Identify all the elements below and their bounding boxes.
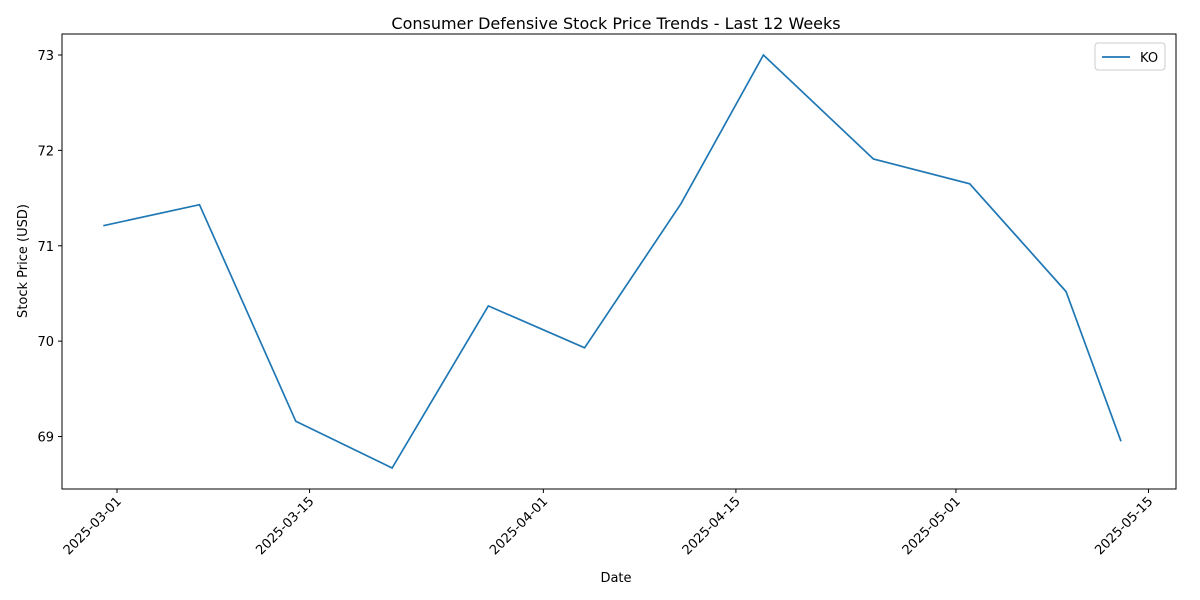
y-tick-label: 71: [37, 240, 54, 255]
x-tick-label: 2025-03-01: [61, 494, 125, 558]
y-tick-label: 69: [37, 431, 54, 446]
legend-label-ko: KO: [1140, 51, 1158, 66]
x-tick-label: 2025-04-01: [487, 494, 551, 558]
plot-area: [61, 33, 1177, 490]
y-tick-label: 70: [37, 335, 54, 350]
x-tick-label: 2025-04-15: [680, 494, 744, 558]
x-tick-label: 2025-05-01: [900, 494, 964, 558]
x-tick-label: 2025-03-15: [253, 494, 317, 558]
y-tick-label: 72: [37, 144, 54, 159]
y-axis-label: Stock Price (USD): [16, 204, 31, 318]
x-tick-label: 2025-05-15: [1092, 494, 1156, 558]
x-axis-label: Date: [600, 571, 631, 586]
chart-title: Consumer Defensive Stock Price Trends - …: [391, 14, 840, 33]
x-axis-ticks: 2025-03-01 2025-03-15 2025-04-01 2025-04-15…: [61, 489, 1156, 558]
series-line-ko: [103, 53, 1122, 470]
y-tick-label: 73: [37, 49, 54, 64]
legend: KO: [1094, 42, 1166, 71]
y-axis-ticks: 69 70 71 72 73: [37, 49, 62, 446]
